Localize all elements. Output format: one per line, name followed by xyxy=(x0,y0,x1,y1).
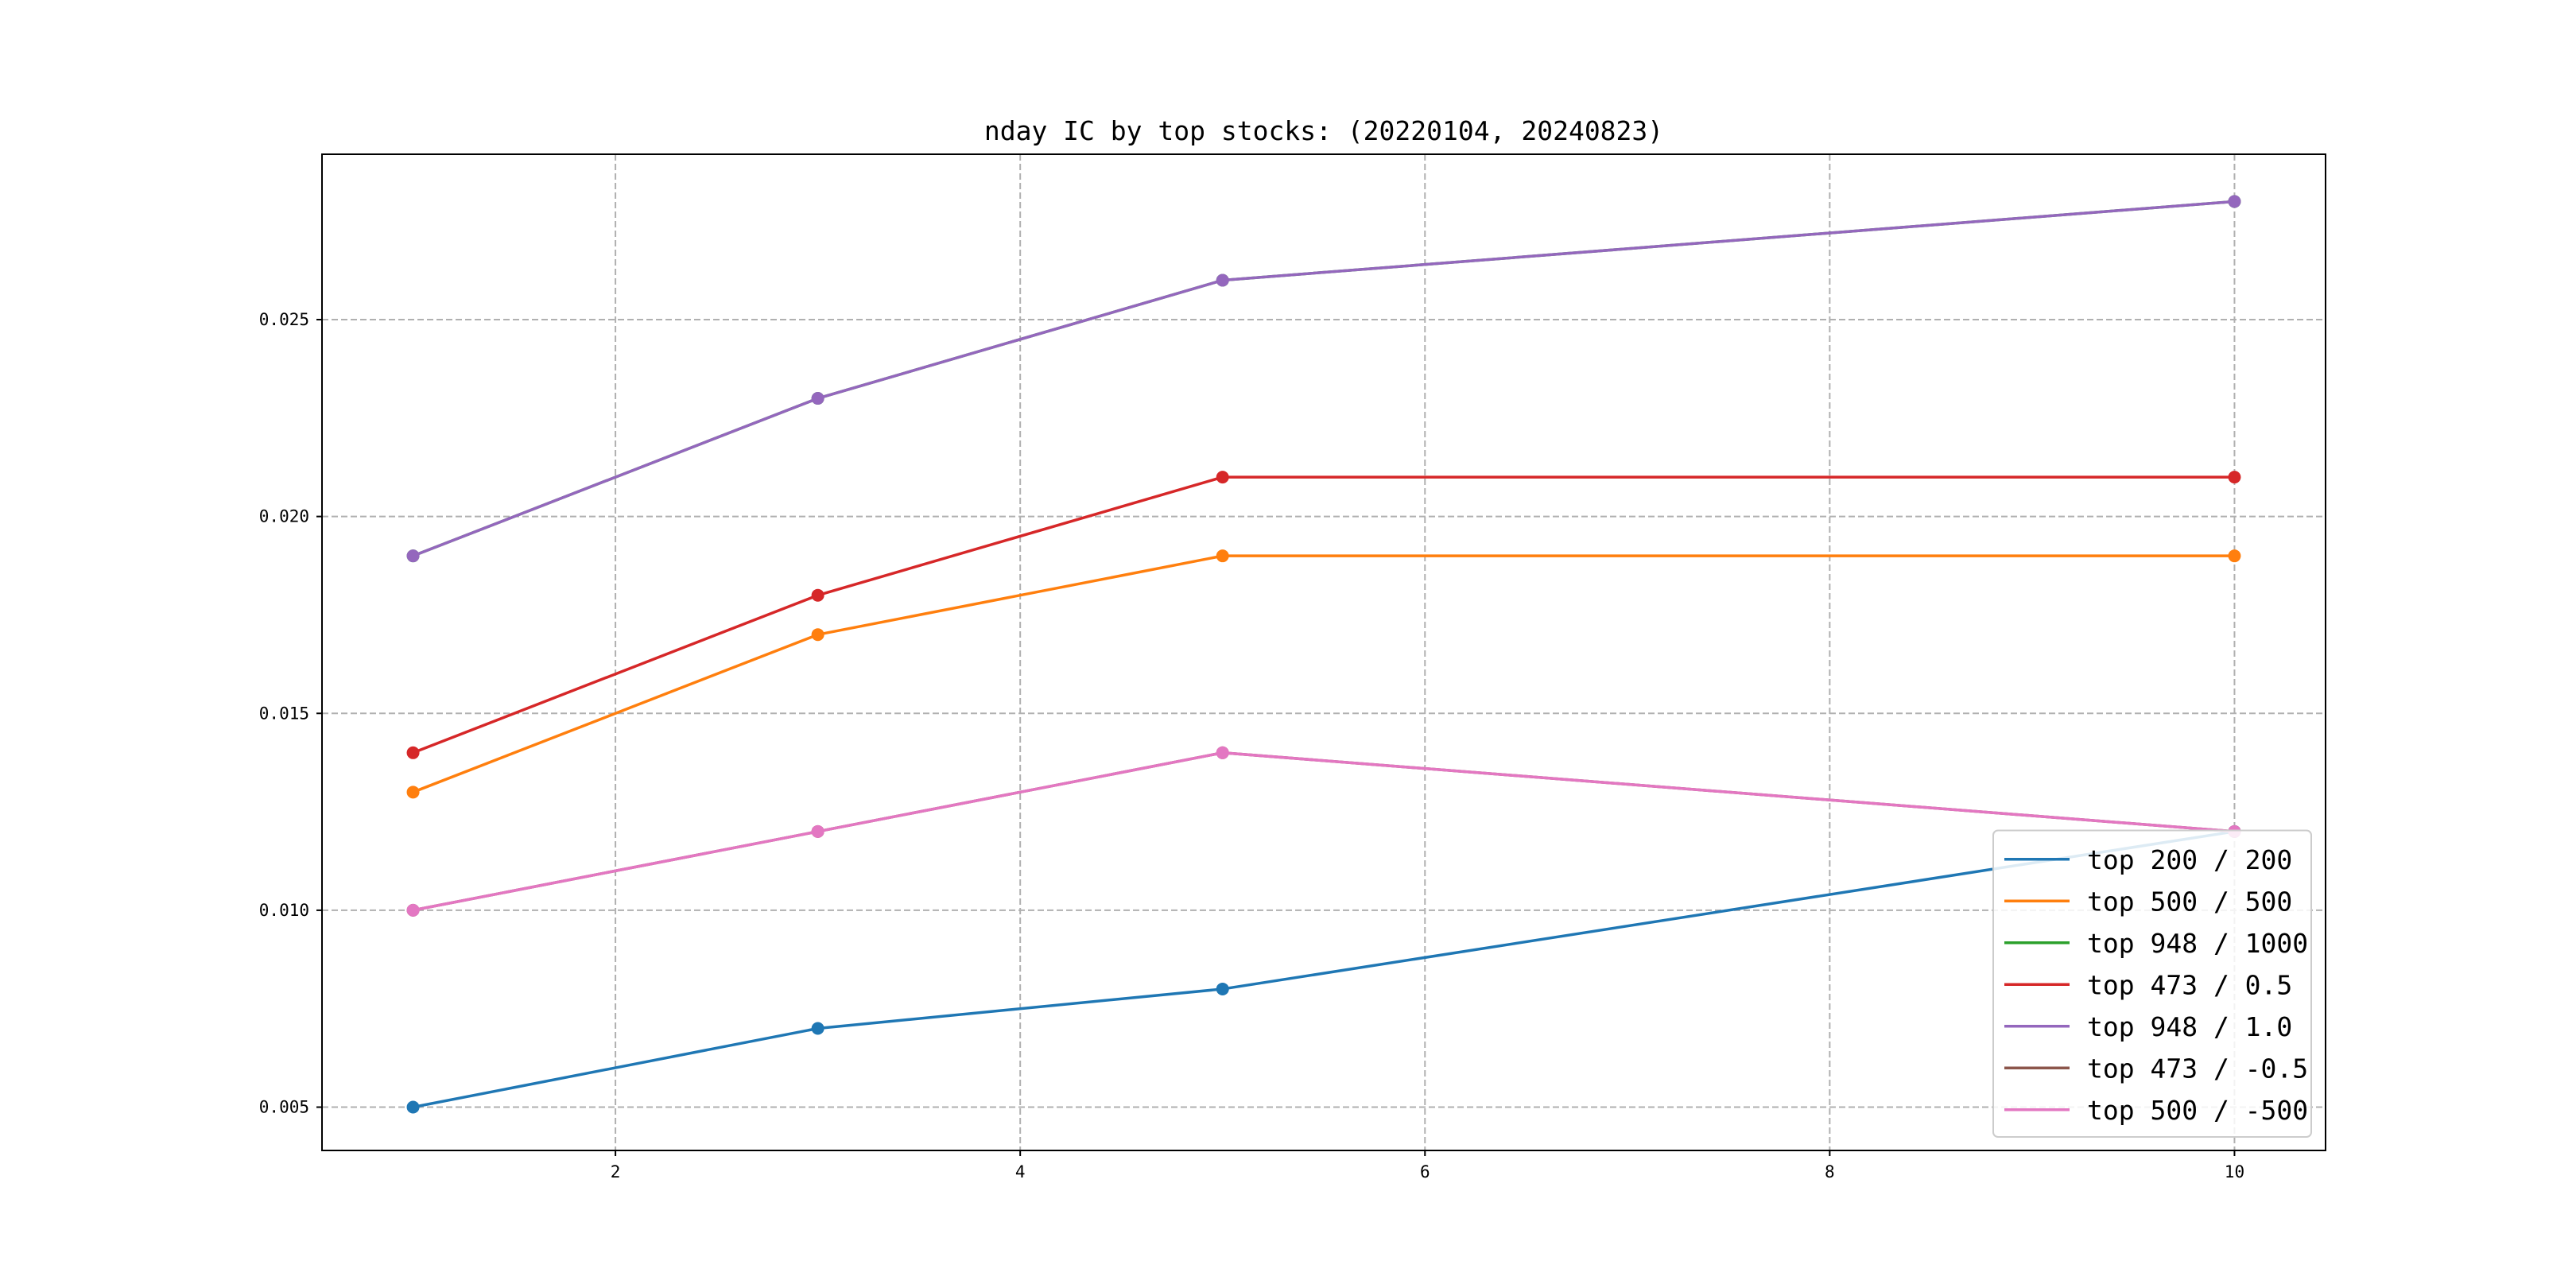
data-point xyxy=(1216,471,1229,484)
data-point xyxy=(2228,471,2241,484)
legend-item: top 200 / 200 xyxy=(2004,844,2292,875)
series-4 xyxy=(406,471,2241,759)
series-line xyxy=(413,751,2235,912)
legend-item: top 473 / 0.5 xyxy=(2004,969,2292,1000)
y-tick-label: 0.025 xyxy=(259,310,309,329)
series-line xyxy=(412,200,2235,557)
legend-item: top 500 / -500 xyxy=(2004,1095,2308,1126)
y-tick-label: 0.005 xyxy=(259,1098,309,1117)
y-tick-label: 0.020 xyxy=(259,507,309,526)
series-5 xyxy=(406,195,2241,563)
x-tick-label: 6 xyxy=(1420,1162,1430,1181)
data-point xyxy=(2228,549,2241,563)
data-point xyxy=(406,903,420,917)
legend-label: top 500 / -500 xyxy=(2087,1095,2308,1126)
series-line xyxy=(412,554,2235,793)
data-point xyxy=(2228,195,2241,208)
data-point xyxy=(406,549,420,563)
legend-label: top 500 / 500 xyxy=(2087,886,2292,917)
legend-item: top 500 / 500 xyxy=(2004,886,2292,917)
data-point xyxy=(1216,274,1229,287)
series-line xyxy=(412,475,2235,755)
data-point xyxy=(406,786,420,799)
y-tick-label: 0.010 xyxy=(259,901,309,920)
legend-label: top 473 / 0.5 xyxy=(2087,969,2292,1000)
legend-label: top 200 / 200 xyxy=(2087,844,2292,875)
x-tick-label: 10 xyxy=(2225,1162,2244,1181)
chart-title: nday IC by top stocks: (20220104, 202408… xyxy=(984,115,1663,146)
data-point xyxy=(1216,549,1229,563)
legend-label: top 948 / 1.0 xyxy=(2087,1011,2292,1042)
data-point xyxy=(811,588,824,602)
x-tick-label: 8 xyxy=(1825,1162,1835,1181)
legend-item: top 948 / 1.0 xyxy=(2004,1011,2292,1042)
y-tick-label: 0.015 xyxy=(259,704,309,723)
data-point xyxy=(811,824,824,838)
legend-item: top 948 / 1000 xyxy=(2004,928,2308,959)
axis-ticks: 2 4 6 8 10 0.005 0.010 0.015 0.020 0.025 xyxy=(259,310,2244,1181)
x-tick-label: 2 xyxy=(611,1162,621,1181)
data-point xyxy=(811,628,824,642)
legend-box xyxy=(1992,829,2312,1138)
series-2 xyxy=(406,549,2241,799)
data-point xyxy=(406,1100,420,1114)
grid xyxy=(322,154,2326,1150)
data-point xyxy=(811,1022,824,1035)
data-point xyxy=(1216,982,1229,995)
legend-label: top 473 / -0.5 xyxy=(2087,1053,2308,1084)
data-point xyxy=(1216,746,1229,759)
data-point xyxy=(406,746,420,759)
x-tick-label: 4 xyxy=(1015,1162,1026,1181)
plot-frame xyxy=(321,153,2326,1151)
series-line xyxy=(413,830,2235,1109)
legend: top 200 / 200 top 500 / 500 top 948 / 1000… xyxy=(1992,829,2312,1138)
data-point xyxy=(811,392,824,405)
legend-item: top 473 / -0.5 xyxy=(2004,1053,2308,1084)
series-layer xyxy=(406,195,2241,1114)
legend-label: top 948 / 1000 xyxy=(2087,928,2308,959)
series-7 xyxy=(406,746,2241,917)
